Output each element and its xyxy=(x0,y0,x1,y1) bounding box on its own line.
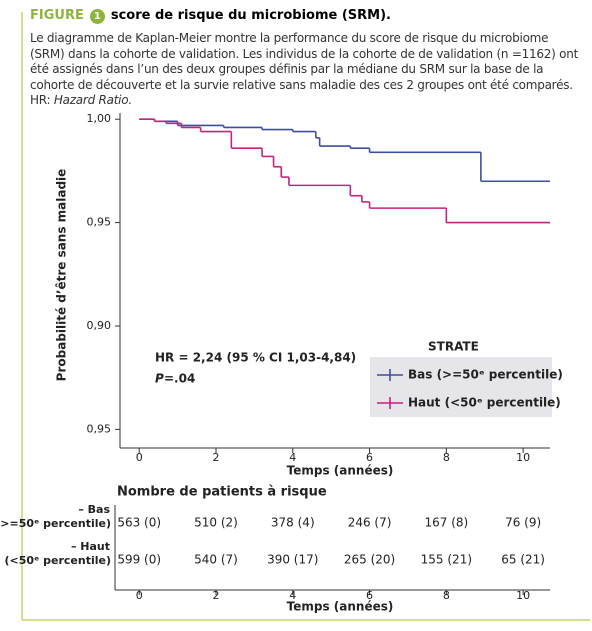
table-cell: 246 (7) xyxy=(348,516,392,530)
table-x-tick-label: 2 xyxy=(212,589,219,602)
table-cell: 167 (8) xyxy=(424,516,468,530)
y-tick-label: 0,95 xyxy=(87,422,112,435)
table-cell: 390 (17) xyxy=(267,553,318,567)
caption-text: Le diagramme de Kaplan-Meier montre la p… xyxy=(30,31,579,107)
y-tick-label: 0,90 xyxy=(87,319,112,332)
table-cell: 155 (21) xyxy=(421,553,472,567)
x-tick-label: 6 xyxy=(366,451,373,464)
table-x-tick-label: 0 xyxy=(136,589,143,602)
y-tick-label: 0,95 xyxy=(87,216,112,229)
caption: Le diagramme de Kaplan-Meier montre la p… xyxy=(30,31,586,109)
figure-title: score de risque du microbiome (SRM). xyxy=(110,8,391,23)
y-tick-label: 1,00 xyxy=(87,112,112,125)
legend-label: Haut (<50ᵉ percentile) xyxy=(408,396,561,410)
x-tick-label: 8 xyxy=(443,451,450,464)
table-cell: 76 (9) xyxy=(505,516,541,530)
x-tick-label: 2 xyxy=(212,451,219,464)
table-x-tick-label: 8 xyxy=(443,589,450,602)
row-name: – Haut xyxy=(71,540,110,553)
table-x-tick-label: 4 xyxy=(289,589,296,602)
table-cell: 599 (0) xyxy=(117,553,161,567)
figure-header: FIGURE 1 score de risque du microbiome (SR… xyxy=(30,8,391,24)
x-tick-label: 0 xyxy=(136,451,143,464)
annotation: P xyxy=(155,372,164,386)
table-cell: 378 (4) xyxy=(271,516,315,530)
x-tick-label: 10 xyxy=(516,451,530,464)
table-cell: 540 (7) xyxy=(194,553,238,567)
legend-title: STRATE xyxy=(428,340,479,354)
annotation: HR = 2,24 (95 % CI 1,03-4,84) xyxy=(155,351,356,365)
caption-italic: Hazard Ratio. xyxy=(53,93,132,107)
row-sub: (<50ᵉ percentile) xyxy=(4,554,111,567)
table-cell: 563 (0) xyxy=(117,516,161,530)
legend-label: Bas (>=50ᵉ percentile) xyxy=(408,368,563,382)
table-title: Nombre de patients à risque xyxy=(117,485,327,500)
figure-number: 1 xyxy=(89,9,105,24)
table-cell: 265 (20) xyxy=(344,553,395,567)
table-x-axis-title: Temps (années) xyxy=(287,600,394,614)
figure-label: FIGURE xyxy=(30,8,84,23)
x-tick-label: 4 xyxy=(289,451,296,464)
x-axis-title: Temps (années) xyxy=(287,464,394,478)
table-x-tick-label: 6 xyxy=(366,589,373,602)
legend-box xyxy=(370,357,552,417)
table-cell: 65 (21) xyxy=(501,553,545,567)
row-sub: (>=50ᵉ percentile) xyxy=(0,517,111,530)
row-name: – Bas xyxy=(78,503,110,516)
table-x-tick-label: 10 xyxy=(516,589,530,602)
y-axis-title: Probabilité d’être sans maladie xyxy=(55,169,69,382)
annotation: =.04 xyxy=(164,372,195,386)
table-cell: 510 (2) xyxy=(194,516,238,530)
